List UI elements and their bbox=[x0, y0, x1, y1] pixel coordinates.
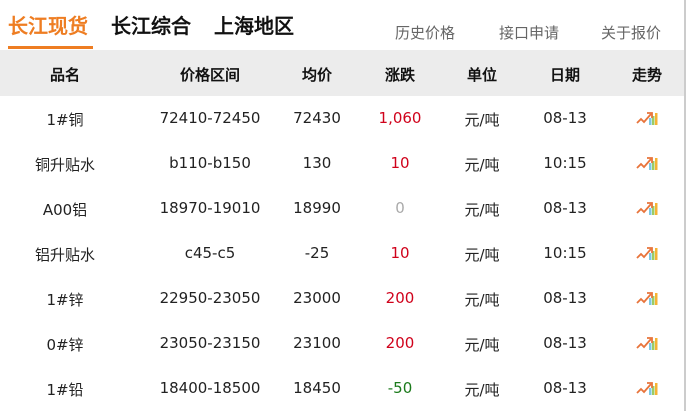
cell-name: A00铝 bbox=[42, 201, 88, 219]
cell-range: 23050-23150 bbox=[159, 334, 261, 352]
cell-date: 08-13 bbox=[543, 379, 587, 397]
cell-date: 08-13 bbox=[543, 199, 587, 217]
cell-range: c45-c5 bbox=[184, 244, 236, 262]
active-tab-indicator bbox=[8, 46, 93, 49]
cell-name: 铜升贴水 bbox=[34, 156, 96, 174]
cell-name: 1#铅 bbox=[46, 381, 84, 399]
cell-unit: 元/吨 bbox=[464, 381, 500, 399]
cell-range: 18400-18500 bbox=[159, 379, 261, 397]
cell-avg: 18450 bbox=[293, 379, 341, 397]
col-range: 价格区间 bbox=[179, 66, 241, 84]
table-header: 品名 价格区间 均价 涨跌 单位 日期 走势 bbox=[0, 50, 684, 96]
cell-change: 10 bbox=[390, 244, 410, 262]
cell-date: 08-13 bbox=[543, 334, 587, 352]
trend-icon[interactable] bbox=[636, 380, 660, 396]
trend-icon[interactable] bbox=[636, 290, 660, 306]
cell-avg: 130 bbox=[302, 154, 332, 172]
cell-avg: 18990 bbox=[293, 199, 341, 217]
cell-name: 1#锌 bbox=[46, 291, 84, 309]
trend-icon[interactable] bbox=[636, 110, 660, 126]
cell-name: 1#铜 bbox=[46, 111, 84, 129]
history-price-link[interactable]: 历史价格 bbox=[395, 24, 456, 42]
cell-range: 22950-23050 bbox=[159, 289, 261, 307]
table-row: 1#锌 22950-23050 23000 200 元/吨 08-13 bbox=[0, 276, 684, 321]
cell-avg: 72430 bbox=[293, 109, 341, 127]
cell-date: 10:15 bbox=[543, 244, 587, 262]
table-row: 0#锌 23050-23150 23100 200 元/吨 08-13 bbox=[0, 321, 684, 366]
col-name: 品名 bbox=[49, 66, 81, 84]
cell-change: 10 bbox=[390, 154, 410, 172]
col-change: 涨跌 bbox=[384, 66, 416, 84]
tab-changjiang-spot[interactable]: 长江现货 bbox=[8, 14, 88, 38]
cell-range: b110-b150 bbox=[169, 154, 251, 172]
scrollbar[interactable] bbox=[684, 0, 686, 411]
cell-unit: 元/吨 bbox=[464, 111, 500, 129]
tab-changjiang-composite[interactable]: 长江综合 bbox=[111, 14, 191, 38]
col-date: 日期 bbox=[549, 66, 581, 84]
cell-date: 08-13 bbox=[543, 289, 587, 307]
table-row: 铜升贴水 b110-b150 130 10 元/吨 10:15 bbox=[0, 141, 684, 186]
cell-unit: 元/吨 bbox=[464, 156, 500, 174]
cell-date: 08-13 bbox=[543, 109, 587, 127]
cell-avg: 23000 bbox=[293, 289, 341, 307]
about-price-link[interactable]: 关于报价 bbox=[601, 24, 662, 42]
cell-name: 铝升贴水 bbox=[34, 246, 96, 264]
table-row: A00铝 18970-19010 18990 0 元/吨 08-13 bbox=[0, 186, 684, 231]
col-unit: 单位 bbox=[466, 66, 498, 84]
cell-unit: 元/吨 bbox=[464, 336, 500, 354]
cell-change: 1,060 bbox=[378, 109, 422, 127]
trend-icon[interactable] bbox=[636, 245, 660, 261]
cell-avg: 23100 bbox=[293, 334, 341, 352]
cell-change: 0 bbox=[395, 199, 405, 217]
cell-unit: 元/吨 bbox=[464, 246, 500, 264]
tab-shanghai[interactable]: 上海地区 bbox=[214, 14, 294, 38]
cell-name: 0#锌 bbox=[46, 336, 84, 354]
trend-icon[interactable] bbox=[636, 200, 660, 216]
api-apply-link[interactable]: 接口申请 bbox=[499, 24, 560, 42]
cell-change: -50 bbox=[387, 379, 413, 397]
cell-avg: -25 bbox=[304, 244, 330, 262]
cell-range: 72410-72450 bbox=[159, 109, 261, 127]
cell-unit: 元/吨 bbox=[464, 291, 500, 309]
cell-unit: 元/吨 bbox=[464, 201, 500, 219]
table-row: 1#铅 18400-18500 18450 -50 元/吨 08-13 bbox=[0, 366, 684, 411]
table-row: 1#铜 72410-72450 72430 1,060 元/吨 08-13 bbox=[0, 96, 684, 141]
cell-date: 10:15 bbox=[543, 154, 587, 172]
cell-change: 200 bbox=[385, 289, 415, 307]
cell-change: 200 bbox=[385, 334, 415, 352]
trend-icon[interactable] bbox=[636, 335, 660, 351]
table-row: 铝升贴水 c45-c5 -25 10 元/吨 10:15 bbox=[0, 231, 684, 276]
tab-bar: 长江现货 长江综合 上海地区 历史价格 接口申请 关于报价 bbox=[0, 0, 687, 50]
col-avg: 均价 bbox=[301, 66, 333, 84]
cell-range: 18970-19010 bbox=[159, 199, 261, 217]
col-trend: 走势 bbox=[631, 66, 663, 84]
trend-icon[interactable] bbox=[636, 155, 660, 171]
